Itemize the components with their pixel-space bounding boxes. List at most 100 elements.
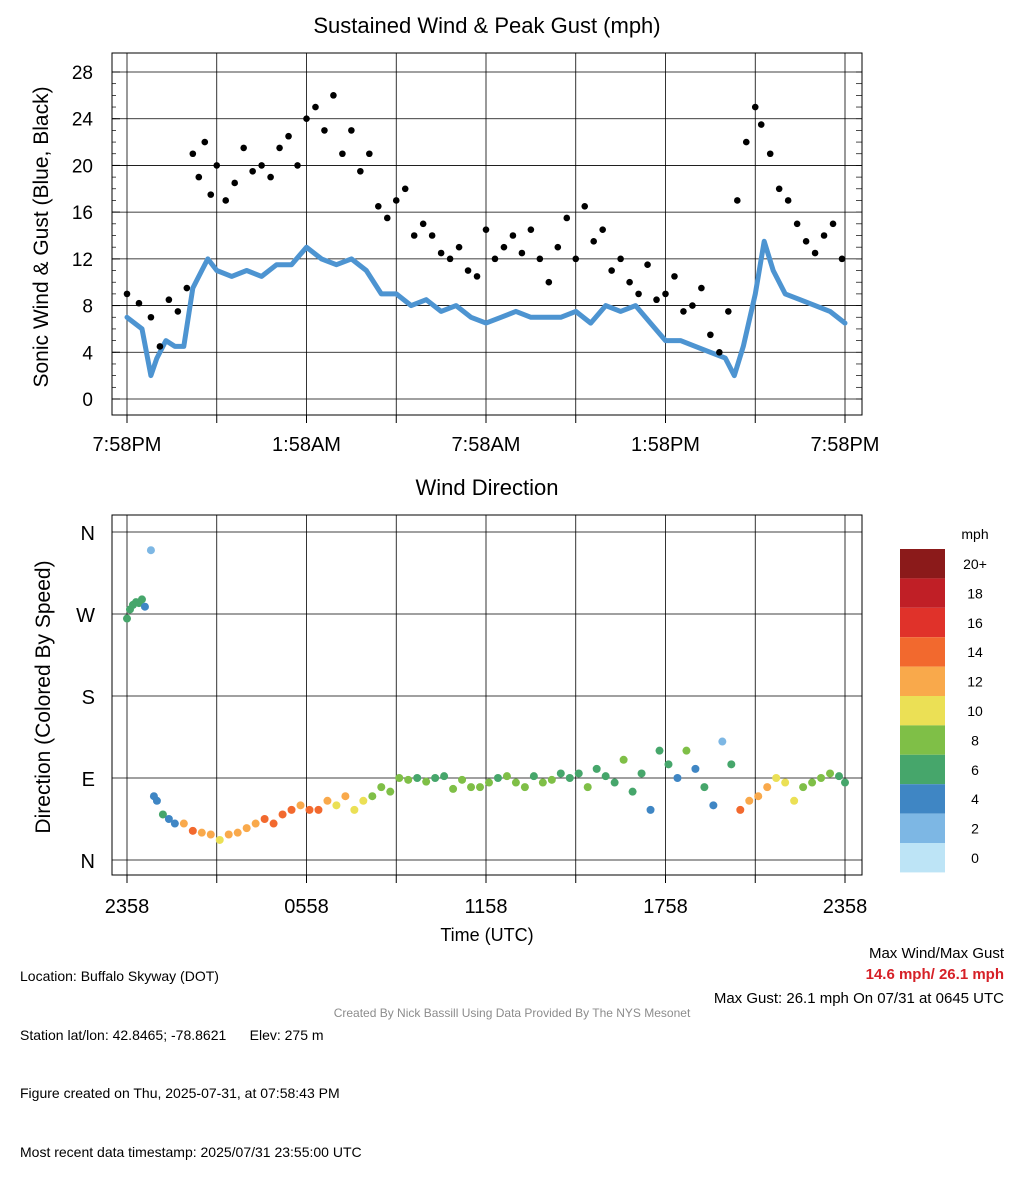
direction-point (332, 801, 341, 810)
direction-point (700, 783, 709, 792)
direction-point (206, 830, 215, 839)
gust-point (213, 162, 221, 169)
legend-swatch (900, 725, 945, 755)
direction-point (413, 774, 422, 782)
direction-point (664, 760, 673, 769)
gust-point (599, 226, 606, 233)
direction-point (449, 784, 458, 793)
gust-point (473, 273, 481, 280)
legend-label: 2 (971, 821, 979, 837)
gust-point (321, 127, 328, 134)
direction-point (269, 819, 278, 828)
gust-point (653, 296, 660, 304)
gust-point (147, 313, 155, 321)
direction-point (158, 810, 167, 819)
gust-point (464, 267, 472, 274)
gust-point (734, 197, 741, 204)
direction-point (359, 796, 368, 805)
gust-point (491, 255, 499, 263)
legend-label: 12 (967, 674, 983, 690)
direction-point (404, 775, 413, 784)
direction-point (772, 774, 781, 782)
gust-point (222, 197, 230, 204)
gust-point (437, 249, 445, 257)
speed-legend: 20+ 18 16 14 12 10 8 6 4 2 0 (900, 549, 987, 873)
gust-point (802, 238, 810, 245)
gust-point (545, 278, 553, 286)
gust-point (455, 243, 463, 251)
direction-point (260, 815, 269, 823)
gust-point (811, 249, 819, 257)
legend-label: 6 (971, 762, 979, 778)
top-ylabel: Sonic Wind & Gust (Blue, Black) (30, 86, 53, 387)
legend-swatch (900, 549, 945, 579)
gust-point (123, 290, 131, 298)
bottom-xtick-label: 2358 (105, 896, 150, 918)
gust-point (775, 185, 783, 193)
direction-point (841, 778, 849, 787)
direction-point (197, 828, 206, 837)
bottom-ytick-label: N (81, 851, 95, 873)
top-ytick-label: 8 (82, 297, 93, 318)
gust-point (518, 249, 526, 257)
gust-point (401, 185, 409, 193)
gust-point (189, 150, 197, 158)
bottom-ylabel: Direction (Colored By Speed) (32, 560, 55, 833)
direction-point (476, 783, 485, 792)
gust-point (375, 203, 382, 210)
gust-point (419, 220, 427, 228)
direction-point (754, 792, 763, 801)
max-heading: Max Wind/Max Gust (868, 945, 1004, 962)
gust-point (707, 331, 714, 339)
max-values: 14.6 mph/ 26.1 mph (865, 966, 1004, 983)
direction-point (242, 824, 251, 833)
direction-point (835, 772, 844, 781)
gust-point (644, 261, 651, 268)
gust-point (680, 308, 687, 315)
direction-point (610, 778, 619, 787)
gust-point (428, 232, 436, 239)
top-title: Sustained Wind & Peak Gust (mph) (313, 13, 660, 38)
direction-point (763, 783, 772, 792)
top-plot-area: 0 4 8 12 16 20 24 28 7:58PM 1:58AM 7:58AM 1:58PM 7:5… (72, 52, 879, 456)
max-gust-line: Max Gust: 26.1 mph On 07/31 at 0645 UTC (713, 990, 1004, 1007)
gust-point (581, 203, 589, 210)
location-text: Location: Buffalo Skyway (DOT) (20, 968, 219, 984)
direction-point (511, 778, 520, 787)
bottom-plot-area: N E S W N 2358 0558 1158 1758 2358 (76, 514, 867, 918)
legend-label: 18 (967, 585, 983, 601)
legend-swatch (900, 813, 945, 843)
created-text: Figure created on Thu, 2025-07-31, at 07… (20, 1085, 340, 1101)
gust-point (330, 92, 337, 99)
max-summary: Max Wind/Max Gust 14.6 mph/ 26.1 mph Max… (714, 943, 1004, 1009)
gust-point (757, 121, 765, 128)
gust-point (554, 243, 562, 251)
direction-point (736, 805, 745, 814)
top-xtick-label: 1:58AM (272, 434, 341, 456)
legend-label: 14 (967, 644, 983, 660)
gust-point (751, 103, 759, 111)
top-ytick-label: 16 (72, 203, 93, 224)
direction-point (691, 764, 700, 773)
legend-label: 8 (971, 732, 979, 748)
direction-point (377, 783, 386, 792)
direction-point (520, 783, 529, 792)
gust-point (249, 167, 256, 175)
gust-point (716, 348, 723, 356)
direction-point (637, 769, 646, 778)
direction-point (727, 760, 736, 769)
gust-point (383, 214, 391, 222)
direction-point (323, 796, 332, 805)
direction-point (673, 774, 682, 782)
direction-point (799, 783, 808, 792)
direction-point (467, 783, 476, 792)
direction-point (314, 805, 323, 814)
gust-point (608, 267, 615, 274)
recent-text: Most recent data timestamp: 2025/07/31 2… (20, 1143, 362, 1160)
direction-point (583, 783, 592, 792)
gust-point (725, 308, 732, 315)
bottom-ytick-label: S (82, 687, 95, 709)
gust-point (793, 220, 801, 228)
legend-unit: mph (961, 526, 988, 542)
top-xtick-label: 7:58PM (93, 434, 162, 456)
